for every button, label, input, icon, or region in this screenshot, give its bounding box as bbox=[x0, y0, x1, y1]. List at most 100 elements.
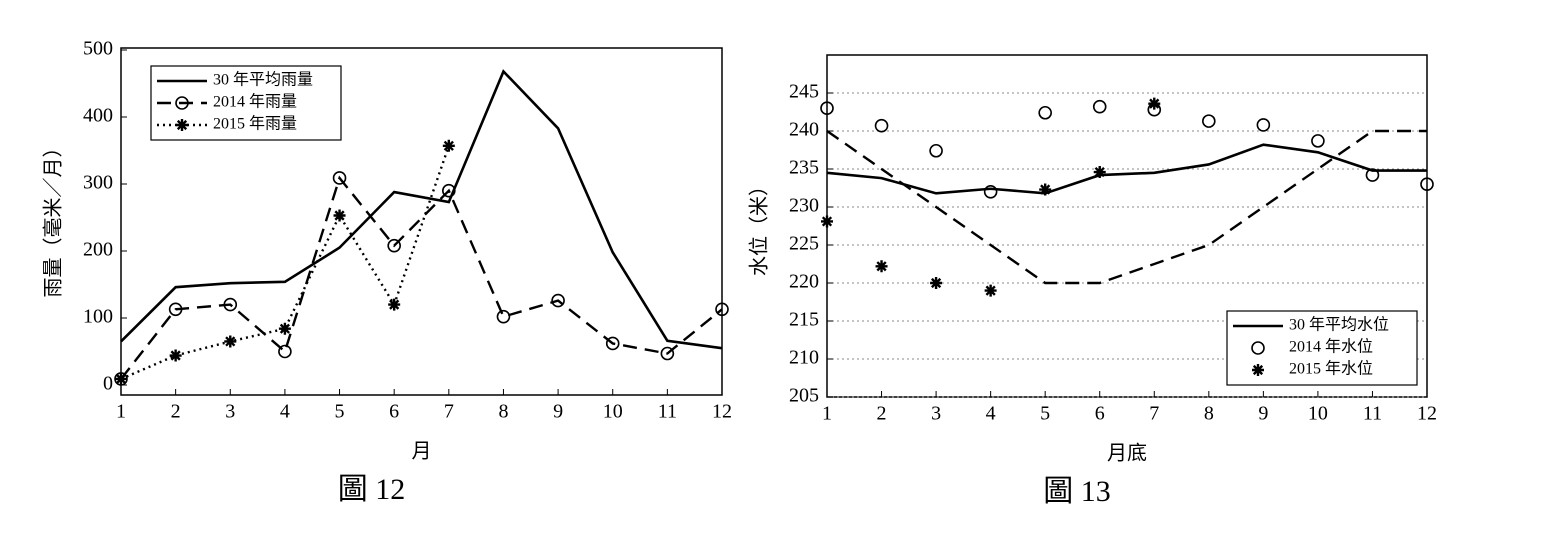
marker-star bbox=[115, 372, 127, 385]
marker-circle bbox=[983, 185, 998, 199]
marker-circle bbox=[442, 183, 456, 198]
y-tick-label: 400 bbox=[83, 105, 113, 127]
x-tick-label: 4 bbox=[986, 403, 996, 425]
x-tick-label: 10 bbox=[603, 401, 623, 423]
y-tick-label: 200 bbox=[83, 239, 113, 261]
series-line bbox=[120, 175, 723, 380]
x-axis-label: 月底 bbox=[1107, 442, 1147, 465]
x-tick-label: 2 bbox=[171, 401, 181, 423]
y-tick-label: 300 bbox=[83, 172, 113, 194]
marker-star bbox=[1039, 183, 1052, 196]
marker-circle bbox=[223, 297, 238, 312]
x-tick-label: 8 bbox=[1204, 403, 1214, 425]
marker-star bbox=[1093, 166, 1106, 179]
x-tick-label: 3 bbox=[931, 403, 941, 425]
marker-star bbox=[930, 277, 943, 289]
legend-label: 2015 年雨量 bbox=[213, 115, 297, 133]
x-tick-label: 12 bbox=[1417, 403, 1437, 425]
marker-star bbox=[875, 260, 888, 273]
series-line bbox=[826, 143, 1427, 195]
legend-label: 30 年平均水位 bbox=[1289, 316, 1389, 334]
y-tick-label: 100 bbox=[83, 306, 113, 328]
x-tick-label: 2 bbox=[877, 403, 887, 425]
marker-circle bbox=[1092, 99, 1107, 114]
x-tick-label: 9 bbox=[553, 401, 563, 423]
caption: 圖 13 bbox=[1043, 475, 1111, 508]
marker-circle bbox=[605, 336, 620, 351]
marker-circle bbox=[1256, 118, 1271, 132]
y-tick-label: 210 bbox=[789, 347, 819, 369]
marker-circle bbox=[929, 143, 943, 158]
y-tick-label: 220 bbox=[789, 271, 819, 293]
x-tick-label: 4 bbox=[280, 401, 290, 423]
x-tick-label: 10 bbox=[1308, 403, 1328, 425]
marker-star bbox=[388, 298, 401, 311]
y-tick-label: 235 bbox=[789, 157, 819, 179]
x-axis-label: 月 bbox=[412, 441, 432, 463]
legend-label: 30 年平均雨量 bbox=[213, 71, 313, 89]
marker-circle bbox=[278, 344, 292, 359]
caption: 圖 12 bbox=[338, 473, 406, 506]
marker-circle bbox=[175, 96, 189, 110]
marker-circle bbox=[387, 238, 401, 253]
y-tick-label: 205 bbox=[789, 385, 819, 407]
marker-star bbox=[224, 335, 237, 348]
marker-star bbox=[278, 322, 291, 335]
marker-circle bbox=[820, 101, 834, 115]
marker-circle bbox=[551, 293, 565, 308]
marker-star bbox=[333, 209, 346, 222]
legend-label: 2014 年水位 bbox=[1289, 338, 1373, 356]
marker-circle bbox=[1251, 341, 1265, 355]
marker-star bbox=[176, 119, 188, 131]
plot-frame bbox=[120, 47, 723, 396]
y-tick-label: 240 bbox=[789, 119, 819, 141]
x-tick-label: 6 bbox=[389, 401, 399, 423]
series-line bbox=[120, 69, 723, 350]
x-tick-label: 7 bbox=[444, 401, 454, 423]
x-tick-label: 1 bbox=[116, 401, 126, 423]
series-line bbox=[120, 145, 450, 381]
y-axis-label: 雨量（毫米／月） bbox=[42, 138, 65, 298]
marker-star bbox=[169, 349, 182, 362]
x-tick-label: 6 bbox=[1095, 403, 1105, 425]
x-tick-label: 9 bbox=[1258, 403, 1268, 425]
marker-circle bbox=[1311, 134, 1325, 148]
marker-star bbox=[984, 284, 997, 297]
marker-circle bbox=[874, 118, 889, 133]
y-tick-label: 0 bbox=[103, 373, 113, 395]
x-tick-label: 5 bbox=[335, 401, 345, 423]
marker-circle bbox=[660, 346, 675, 361]
x-tick-label: 11 bbox=[1363, 403, 1382, 425]
marker-star bbox=[1252, 364, 1264, 376]
y-tick-label: 245 bbox=[789, 81, 819, 103]
marker-circle bbox=[715, 302, 729, 317]
x-tick-label: 1 bbox=[822, 403, 832, 425]
marker-circle bbox=[1420, 177, 1434, 191]
marker-circle bbox=[1202, 114, 1216, 128]
marker-circle bbox=[1038, 105, 1052, 120]
marker-circle bbox=[1365, 168, 1380, 182]
y-tick-label: 500 bbox=[83, 38, 113, 60]
marker-star bbox=[442, 139, 455, 152]
marker-star bbox=[1148, 97, 1161, 110]
legend-label: 2015 年水位 bbox=[1289, 360, 1373, 378]
series-line bbox=[826, 129, 1427, 285]
x-tick-label: 12 bbox=[712, 401, 732, 423]
x-tick-label: 8 bbox=[498, 401, 508, 423]
x-tick-label: 3 bbox=[225, 401, 235, 423]
x-tick-label: 11 bbox=[658, 401, 677, 423]
marker-star bbox=[821, 215, 833, 228]
marker-circle bbox=[496, 309, 511, 324]
x-tick-label: 7 bbox=[1149, 403, 1159, 425]
marker-circle bbox=[168, 302, 183, 317]
y-tick-label: 215 bbox=[789, 309, 819, 331]
x-tick-label: 5 bbox=[1040, 403, 1050, 425]
marker-circle bbox=[332, 171, 347, 185]
y-tick-label: 230 bbox=[789, 195, 819, 217]
y-tick-label: 225 bbox=[789, 233, 819, 255]
legend-label: 2014 年雨量 bbox=[213, 93, 297, 111]
y-axis-label: 水位（米） bbox=[748, 176, 771, 276]
